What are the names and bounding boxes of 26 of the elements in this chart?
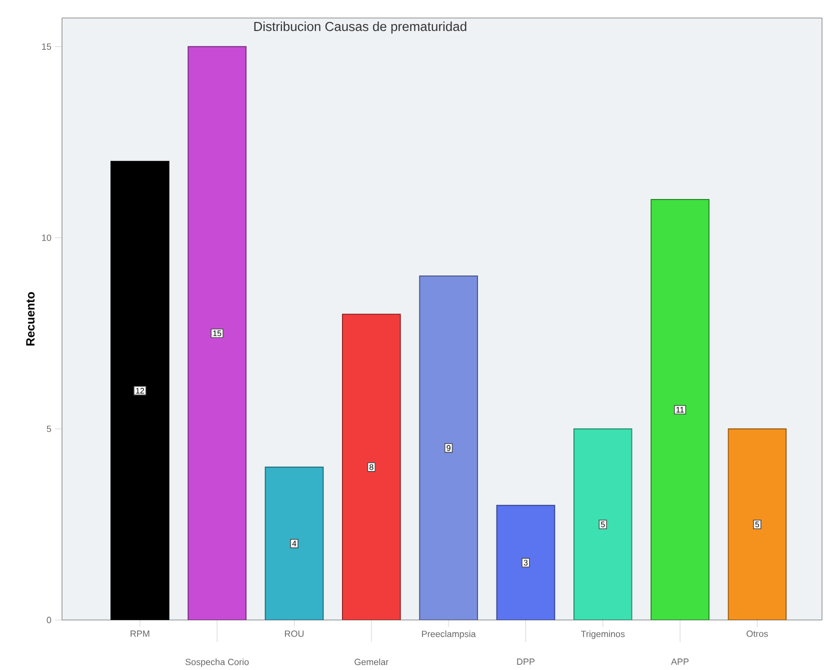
chart-title: Distribucion Causas de prematuridad xyxy=(254,21,466,34)
data-label: 3 xyxy=(524,560,528,566)
x-tick-label: ROU xyxy=(284,630,304,637)
y-axis-title: Recuento xyxy=(26,292,35,346)
data-label: 12 xyxy=(136,388,144,394)
data-label: 11 xyxy=(676,406,684,412)
data-label: 4 xyxy=(292,540,296,546)
data-label: 15 xyxy=(213,330,222,336)
x-tick-label: Trigeminos xyxy=(581,630,625,639)
x-tick-label: Otros xyxy=(746,630,768,637)
data-label: 8 xyxy=(370,464,374,470)
data-label: 5 xyxy=(600,522,605,528)
y-tick-label: 5 xyxy=(46,426,52,432)
x-tick-label: Sospecha Corio xyxy=(185,658,249,667)
y-tick-label: 0 xyxy=(46,616,52,624)
x-tick-label: RPM xyxy=(130,630,150,637)
x-tick-label: APP xyxy=(671,658,689,665)
x-tick-label: Preeclampsia xyxy=(422,630,476,639)
y-tick-label: 10 xyxy=(42,234,52,241)
x-tick-label: DPP xyxy=(517,658,535,665)
bar xyxy=(110,160,170,620)
y-tick-label: 15 xyxy=(42,43,52,50)
x-tick-label: Gemelar xyxy=(354,658,389,666)
bar xyxy=(650,198,710,620)
data-label: 5 xyxy=(755,522,760,528)
data-label: 9 xyxy=(446,445,450,451)
